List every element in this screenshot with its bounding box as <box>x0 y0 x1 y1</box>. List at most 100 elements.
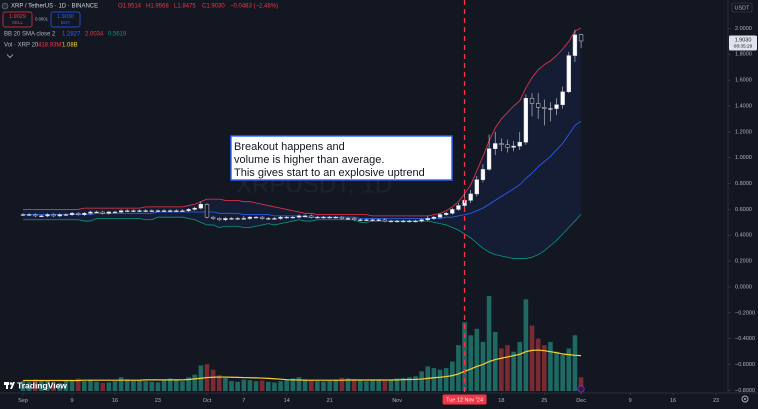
buy-price[interactable]: 1.9030 <box>57 14 74 20</box>
x-tick-label: Oct <box>203 398 212 404</box>
bb-upper-value: 2.0034 <box>85 32 104 38</box>
currency[interactable]: USDT <box>735 5 751 11</box>
sell-price[interactable]: 1.9029 <box>9 14 26 20</box>
volume-bar <box>82 381 87 391</box>
x-tick-label: 16 <box>670 398 676 404</box>
sell-button[interactable]: 1.9029 SELL <box>2 11 33 28</box>
ohlc-high: H1.9568 <box>146 4 169 10</box>
volume-bar <box>449 361 455 391</box>
volume-bar <box>216 375 222 391</box>
candle-body <box>143 210 148 212</box>
volume-bar <box>167 378 173 391</box>
candle-body <box>94 211 99 214</box>
candle-body <box>358 219 363 221</box>
candle-body <box>309 215 314 218</box>
candle-body <box>302 215 308 217</box>
currency-box[interactable] <box>731 2 753 13</box>
candle-body <box>266 218 271 220</box>
volume-bar <box>388 380 394 391</box>
y-tick-label: 0.2000 <box>735 259 752 265</box>
x-tick-label: 18 <box>498 398 504 404</box>
volume-bar <box>474 328 480 391</box>
candle-body <box>474 179 479 195</box>
candle-body <box>431 216 437 219</box>
candle-body <box>370 219 375 221</box>
candle-body <box>352 218 357 221</box>
volume-bar <box>180 381 185 391</box>
buy-label[interactable]: BUY <box>61 20 70 25</box>
candle-body <box>204 204 210 218</box>
x-tick-label: 23 <box>155 398 161 404</box>
volume-bar <box>413 376 418 391</box>
buy-button[interactable]: 1.9030 BUY <box>50 11 81 28</box>
symbol[interactable]: XRP / TetherUS · 1D · BINANCE <box>11 4 98 10</box>
volume-bar <box>192 374 198 391</box>
candle-body <box>572 34 578 56</box>
volume-bar <box>106 382 112 391</box>
volume-bar <box>321 381 326 391</box>
volume-bar <box>63 380 69 391</box>
sell-box[interactable] <box>2 11 33 28</box>
bb-basis-value: 1.2827 <box>62 32 81 38</box>
symbol-icon <box>1 2 9 10</box>
candle-body <box>161 210 167 212</box>
settings-icon-center[interactable] <box>744 398 746 400</box>
volume-bar <box>302 379 308 391</box>
candle-body <box>456 205 461 210</box>
candle-body <box>112 211 118 214</box>
x-tick-label: 9 <box>629 398 632 404</box>
candle-body <box>253 216 259 219</box>
candle-body <box>401 220 406 223</box>
bollinger-basis <box>23 120 582 219</box>
vol-legend-name[interactable]: Vol · XRP 20 <box>4 43 39 49</box>
bb-legend-name[interactable]: BB 20 SMA close 2 <box>4 32 56 38</box>
volume-bar <box>161 379 167 391</box>
y-tick-label: 1.4000 <box>735 103 752 109</box>
candle-body <box>339 216 345 219</box>
volume-bar <box>308 380 314 391</box>
volume-bar <box>333 379 339 391</box>
volume-bar <box>45 381 50 391</box>
volume-bar <box>358 380 363 391</box>
volume-ma-line <box>23 349 582 382</box>
candle-body <box>180 210 185 212</box>
volume-bar <box>486 296 492 391</box>
candle-body <box>100 211 105 214</box>
candle-body <box>321 216 326 219</box>
candle-body <box>566 55 571 93</box>
candle-body <box>499 143 504 146</box>
bollinger-fill <box>23 28 582 259</box>
last-price-box <box>729 35 757 51</box>
settings-icon[interactable] <box>741 395 749 403</box>
volume-bar <box>437 369 443 391</box>
candle-body <box>542 107 547 109</box>
volume-bar <box>560 354 565 391</box>
volume-bar <box>253 381 259 391</box>
candle-body <box>419 219 424 222</box>
collapse-icon[interactable] <box>6 54 14 59</box>
sell-label[interactable]: SELL <box>12 20 24 25</box>
x-tick-label: 21 <box>327 398 333 404</box>
annotation-line: Breakout happens and <box>234 141 345 153</box>
x-tick-label: 25 <box>541 398 547 404</box>
candle-body <box>217 218 222 221</box>
volume-bar <box>499 348 504 391</box>
volume-bar <box>32 379 38 391</box>
volume-bar <box>345 378 351 391</box>
candle-body <box>272 218 277 220</box>
volume-bar <box>554 351 559 391</box>
buy-box[interactable] <box>50 11 81 28</box>
volume-bar <box>118 377 124 391</box>
volume-bar <box>229 381 234 391</box>
y-tick-label: −0.4000 <box>735 336 755 342</box>
volume-bar <box>51 382 56 391</box>
volume-bar <box>505 345 510 391</box>
volume-bar <box>124 379 130 391</box>
volume-bar <box>468 335 473 391</box>
candle-body <box>444 213 449 215</box>
volume-bar <box>69 380 75 391</box>
candle-body <box>536 103 541 108</box>
volume-bar <box>541 345 547 391</box>
y-tick-label: 1.0000 <box>735 155 752 161</box>
